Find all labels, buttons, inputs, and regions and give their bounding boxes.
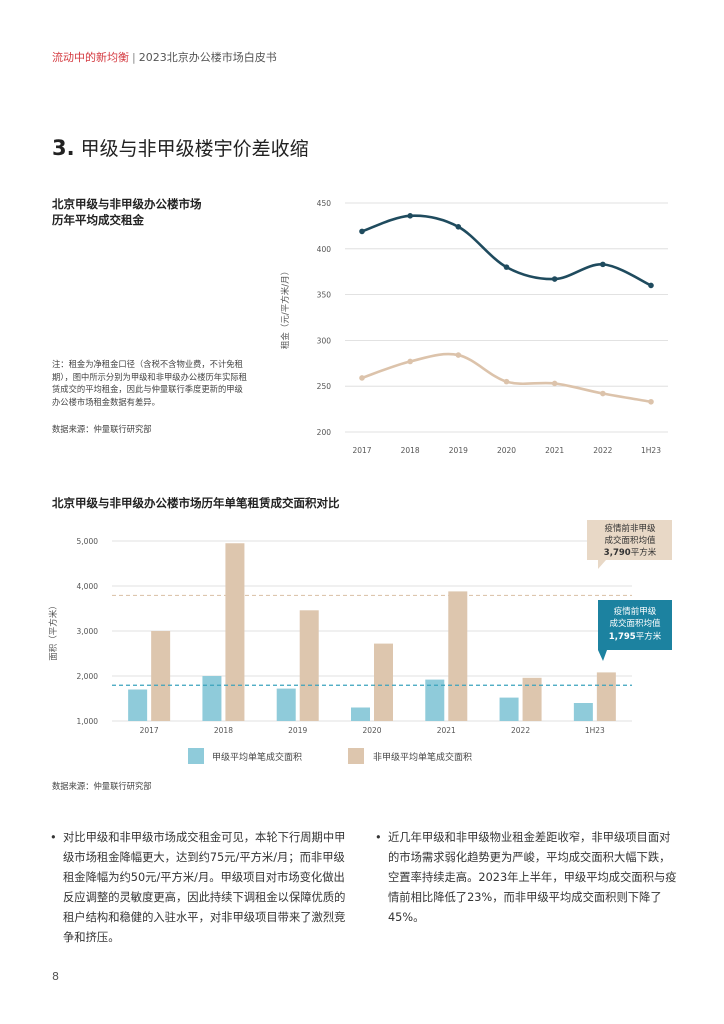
- chart2-x-tick-label: 1H23: [585, 726, 605, 735]
- header-series-title: 流动中的新均衡: [52, 51, 129, 64]
- chart2-bar-gradeA: [499, 697, 519, 721]
- chart2-bar-gradeA: [202, 676, 222, 721]
- chart1-point-gradeA: [648, 282, 654, 289]
- chart2-x-tick-label: 2017: [140, 726, 159, 735]
- chart2-bar-nonA: [374, 643, 393, 721]
- chart1-y-tick-label: 200: [317, 428, 332, 437]
- chart1-point-nonA: [503, 378, 510, 385]
- chart1-y-tick-label: 400: [317, 245, 332, 254]
- callout-A-value: 1,795: [609, 632, 636, 642]
- chart1-y-tick-label: 250: [317, 382, 332, 391]
- callout-nonA-avg: 疫情前非甲级 成交面积均值 3,790平方米: [587, 520, 672, 569]
- section-title-text: 甲级与非甲级楼宇价差收缩: [80, 138, 309, 160]
- chart2-y-tick-label: 3,000: [77, 627, 99, 636]
- bullet-text-1: 对比甲级和非甲级市场成交租金可见，本轮下行周期中甲级市场租金降幅更大，达到约75…: [63, 831, 346, 944]
- chart1-x-tick-label: 2022: [593, 446, 612, 455]
- bullet-text-2: 近几年甲级和非甲级物业租金差距收窄，非甲级项目面对的市场需求弱化趋势更为严峻，平…: [388, 831, 677, 924]
- chart1-point-gradeA: [551, 276, 558, 282]
- callout-nonA-unit: 平方米: [631, 547, 657, 558]
- section-number: 3.: [52, 136, 75, 160]
- chart1-x-tick-label: 2020: [497, 446, 516, 455]
- chart2-bar-nonA: [448, 591, 468, 721]
- bullet-dot-icon: •: [375, 831, 382, 844]
- section-title: 3. 甲级与非甲级楼宇价差收缩: [52, 134, 309, 161]
- chart1-title: 北京甲级与非甲级办公楼市场 历年平均成交租金: [52, 196, 252, 228]
- chart1-y-tick-label: 300: [317, 336, 332, 345]
- chart2-bar-gradeA: [425, 679, 445, 721]
- chart2-bar-nonA: [299, 610, 319, 721]
- page-number: 8: [52, 970, 59, 983]
- chart2-x-tick-label: 2021: [437, 726, 456, 735]
- chart2-y-tick-label: 5,000: [77, 537, 99, 546]
- chart2-title: 北京甲级与非甲级办公楼市场历年单笔租赁成交面积对比: [52, 496, 340, 510]
- chart2-x-tick-label: 2018: [214, 726, 233, 735]
- chart1-point-nonA: [648, 398, 654, 405]
- callout-A-value-line: 1,795平方米: [609, 631, 662, 642]
- chart2-legend: 甲级平均单笔成交面积 非甲级平均单笔成交面积: [188, 748, 472, 764]
- chart2-bar-nonA: [596, 672, 616, 721]
- callout-A-shape: [598, 600, 672, 661]
- legend-swatch-gradeA: [188, 748, 204, 764]
- chart1-x-tick-label: 2017: [352, 446, 371, 455]
- chart1-x-tick-label: 2019: [449, 446, 468, 455]
- chart1-x-tick-label: 2021: [545, 446, 564, 455]
- bullet-paragraph-1: • 对比甲级和非甲级市场成交租金可见，本轮下行周期中甲级市场租金降幅更大，达到约…: [50, 828, 353, 948]
- chart2-x-tick-label: 2020: [362, 726, 381, 735]
- rent-line-chart: 200 250 300 350 400 450 2017 2018 2019 2020 2021 2…: [280, 199, 668, 455]
- chart1-point-nonA: [551, 380, 558, 387]
- bullet-dot-icon: •: [50, 831, 57, 844]
- legend-label-gradeA: 甲级平均单笔成交面积: [212, 751, 302, 763]
- chart1-x-tick-label: 1H23: [641, 446, 661, 455]
- chart1-point-nonA: [359, 375, 365, 381]
- chart1-point-gradeA: [455, 224, 462, 230]
- chart1-y-axis-label: 租金（元/平方米/月）: [280, 267, 291, 349]
- chart1-point-gradeA: [359, 228, 365, 235]
- chart2-y-tick-label: 1,000: [77, 717, 99, 726]
- chart1-point-gradeA: [407, 213, 413, 219]
- chart2-x-tick-label: 2019: [288, 726, 307, 735]
- chart1-point-gradeA: [600, 261, 606, 268]
- callout-nonA-value-line: 3,790平方米: [604, 547, 657, 558]
- legend-swatch-nonA: [348, 748, 364, 764]
- chart2-x-tick-label: 2022: [511, 726, 530, 735]
- chart1-y-tick-label: 450: [317, 199, 332, 208]
- chart2-bar-gradeA: [573, 703, 593, 721]
- chart1-x-tick-label: 2018: [401, 446, 420, 455]
- chart2-bar-gradeA: [128, 689, 148, 721]
- chart1-source: 数据来源：仲量联行研究部: [52, 424, 152, 434]
- callout-A-line2: 成交面积均值: [609, 618, 661, 629]
- callout-nonA-value: 3,790: [604, 548, 631, 558]
- callout-A-unit: 平方米: [636, 631, 662, 642]
- callout-nonA-shape: [587, 520, 672, 569]
- chart2-y-axis-label: 面积（平方米）: [48, 601, 59, 661]
- chart2-bar-nonA: [522, 677, 542, 721]
- chart1-y-tick-label: 350: [317, 291, 332, 300]
- chart1-point-nonA: [407, 358, 413, 365]
- chart1-point-nonA: [455, 352, 462, 358]
- running-header: 流动中的新均衡 | 2023北京办公楼市场白皮书: [52, 49, 277, 65]
- callout-A-avg: 疫情前甲级 成交面积均值 1,795平方米: [598, 600, 672, 661]
- chart1-point-nonA: [600, 390, 606, 397]
- area-bar-chart: 1,000 2,000 3,000 4,000 5,000 2017 2018 2019 20…: [48, 520, 672, 764]
- chart1-series-line-gradeA: [361, 214, 652, 287]
- callout-A-line1: 疫情前甲级: [614, 606, 657, 617]
- chart2-y-tick-label: 2,000: [77, 672, 99, 681]
- chart2-bar-gradeA: [351, 707, 370, 721]
- chart1-title-line2: 历年平均成交租金: [52, 213, 144, 227]
- chart2-bar-nonA: [151, 631, 171, 721]
- chart2-y-tick-label: 4,000: [77, 582, 99, 591]
- chart1-title-line1: 北京甲级与非甲级办公楼市场: [52, 197, 202, 211]
- callout-nonA-line1: 疫情前非甲级: [604, 523, 656, 534]
- chart2-bar-gradeA: [276, 688, 296, 721]
- chart1-series-line-nonA: [361, 352, 652, 404]
- chart2-source: 数据来源：仲量联行研究部: [52, 781, 152, 791]
- callout-nonA-line2: 成交面积均值: [604, 535, 656, 546]
- legend-label-nonA: 非甲级平均单笔成交面积: [373, 751, 472, 763]
- header-separator: |: [132, 51, 136, 64]
- header-report-title: 2023北京办公楼市场白皮书: [138, 51, 277, 64]
- chart1-note: 注：租金为净租金口径（含税不含物业费，不计免租期），图中所示分别为甲级和非甲级办…: [52, 359, 247, 407]
- chart1-point-gradeA: [503, 264, 510, 270]
- bullet-paragraph-2: • 近几年甲级和非甲级物业租金差距收窄，非甲级项目面对的市场需求弱化趋势更为严峻…: [375, 828, 678, 928]
- chart2-bar-nonA: [225, 543, 245, 721]
